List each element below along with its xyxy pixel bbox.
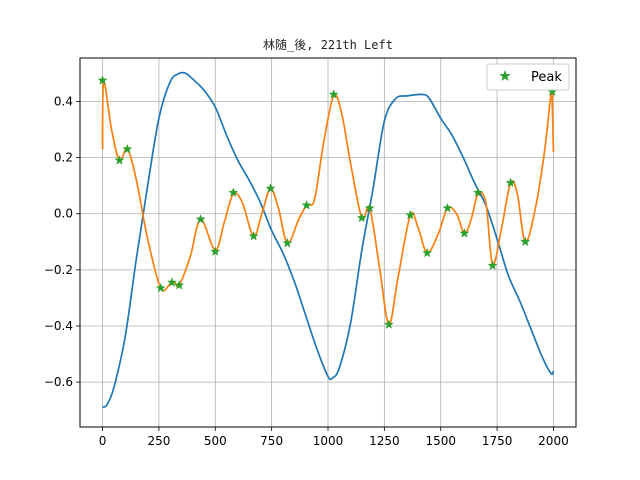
peak-marker — [265, 183, 276, 193]
peak-marker — [210, 246, 221, 256]
peak-marker — [97, 75, 108, 85]
x-tick-label: 0 — [99, 434, 107, 448]
x-tick-label: 1000 — [313, 434, 344, 448]
peak-marker — [520, 236, 531, 247]
peak-marker — [166, 277, 178, 287]
y-tick-label: 0.0 — [54, 207, 73, 221]
peak-marker — [122, 143, 133, 154]
peak-marker — [356, 212, 367, 223]
x-axis: 0 250 500 750 1000 1250 1500 1750 2000 — [99, 427, 569, 448]
peak-marker — [301, 199, 312, 210]
x-tick-label: 750 — [260, 434, 283, 448]
series-line-1 — [102, 71, 555, 409]
peak-marker — [228, 187, 239, 197]
x-tick-label: 500 — [204, 434, 227, 448]
y-tick-label: −0.4 — [44, 319, 73, 333]
x-tick-label: 1250 — [369, 434, 400, 448]
x-tick-label: 2000 — [538, 434, 569, 448]
peak-marker — [459, 228, 470, 238]
peak-marker — [505, 177, 516, 188]
y-axis: −0.6 −0.4 −0.2 0.0 0.2 0.4 — [44, 94, 80, 389]
legend-label-peak: Peak — [531, 70, 562, 85]
legend-peak-marker — [499, 69, 511, 81]
x-tick-label: 1500 — [425, 434, 456, 448]
peak-marker — [248, 230, 259, 241]
legend-box — [486, 63, 570, 91]
peak-marker — [195, 214, 206, 224]
peak-marker — [328, 89, 339, 99]
plot-area — [79, 57, 577, 428]
peak-marker — [487, 260, 498, 270]
y-tick-label: 0.2 — [54, 151, 73, 165]
y-tick-label: 0.4 — [54, 94, 73, 108]
peak-marker — [442, 202, 453, 213]
y-tick-label: −0.2 — [44, 263, 73, 277]
peak-marker — [422, 247, 433, 258]
x-tick-label: 250 — [147, 434, 170, 448]
peak-markers — [97, 75, 558, 329]
peak-marker — [155, 282, 166, 293]
legend: Peak — [486, 63, 570, 91]
peak-marker — [405, 209, 416, 220]
y-tick-label: −0.6 — [44, 375, 73, 389]
peak-marker — [472, 187, 483, 198]
chart-title: 林随_後, 221th Left — [263, 37, 393, 52]
peak-marker — [364, 202, 375, 213]
peak-marker — [282, 237, 293, 248]
x-tick-label: 1750 — [482, 434, 513, 448]
peak-marker — [114, 155, 125, 165]
peak-marker — [383, 319, 394, 329]
peak-marker — [174, 279, 185, 290]
